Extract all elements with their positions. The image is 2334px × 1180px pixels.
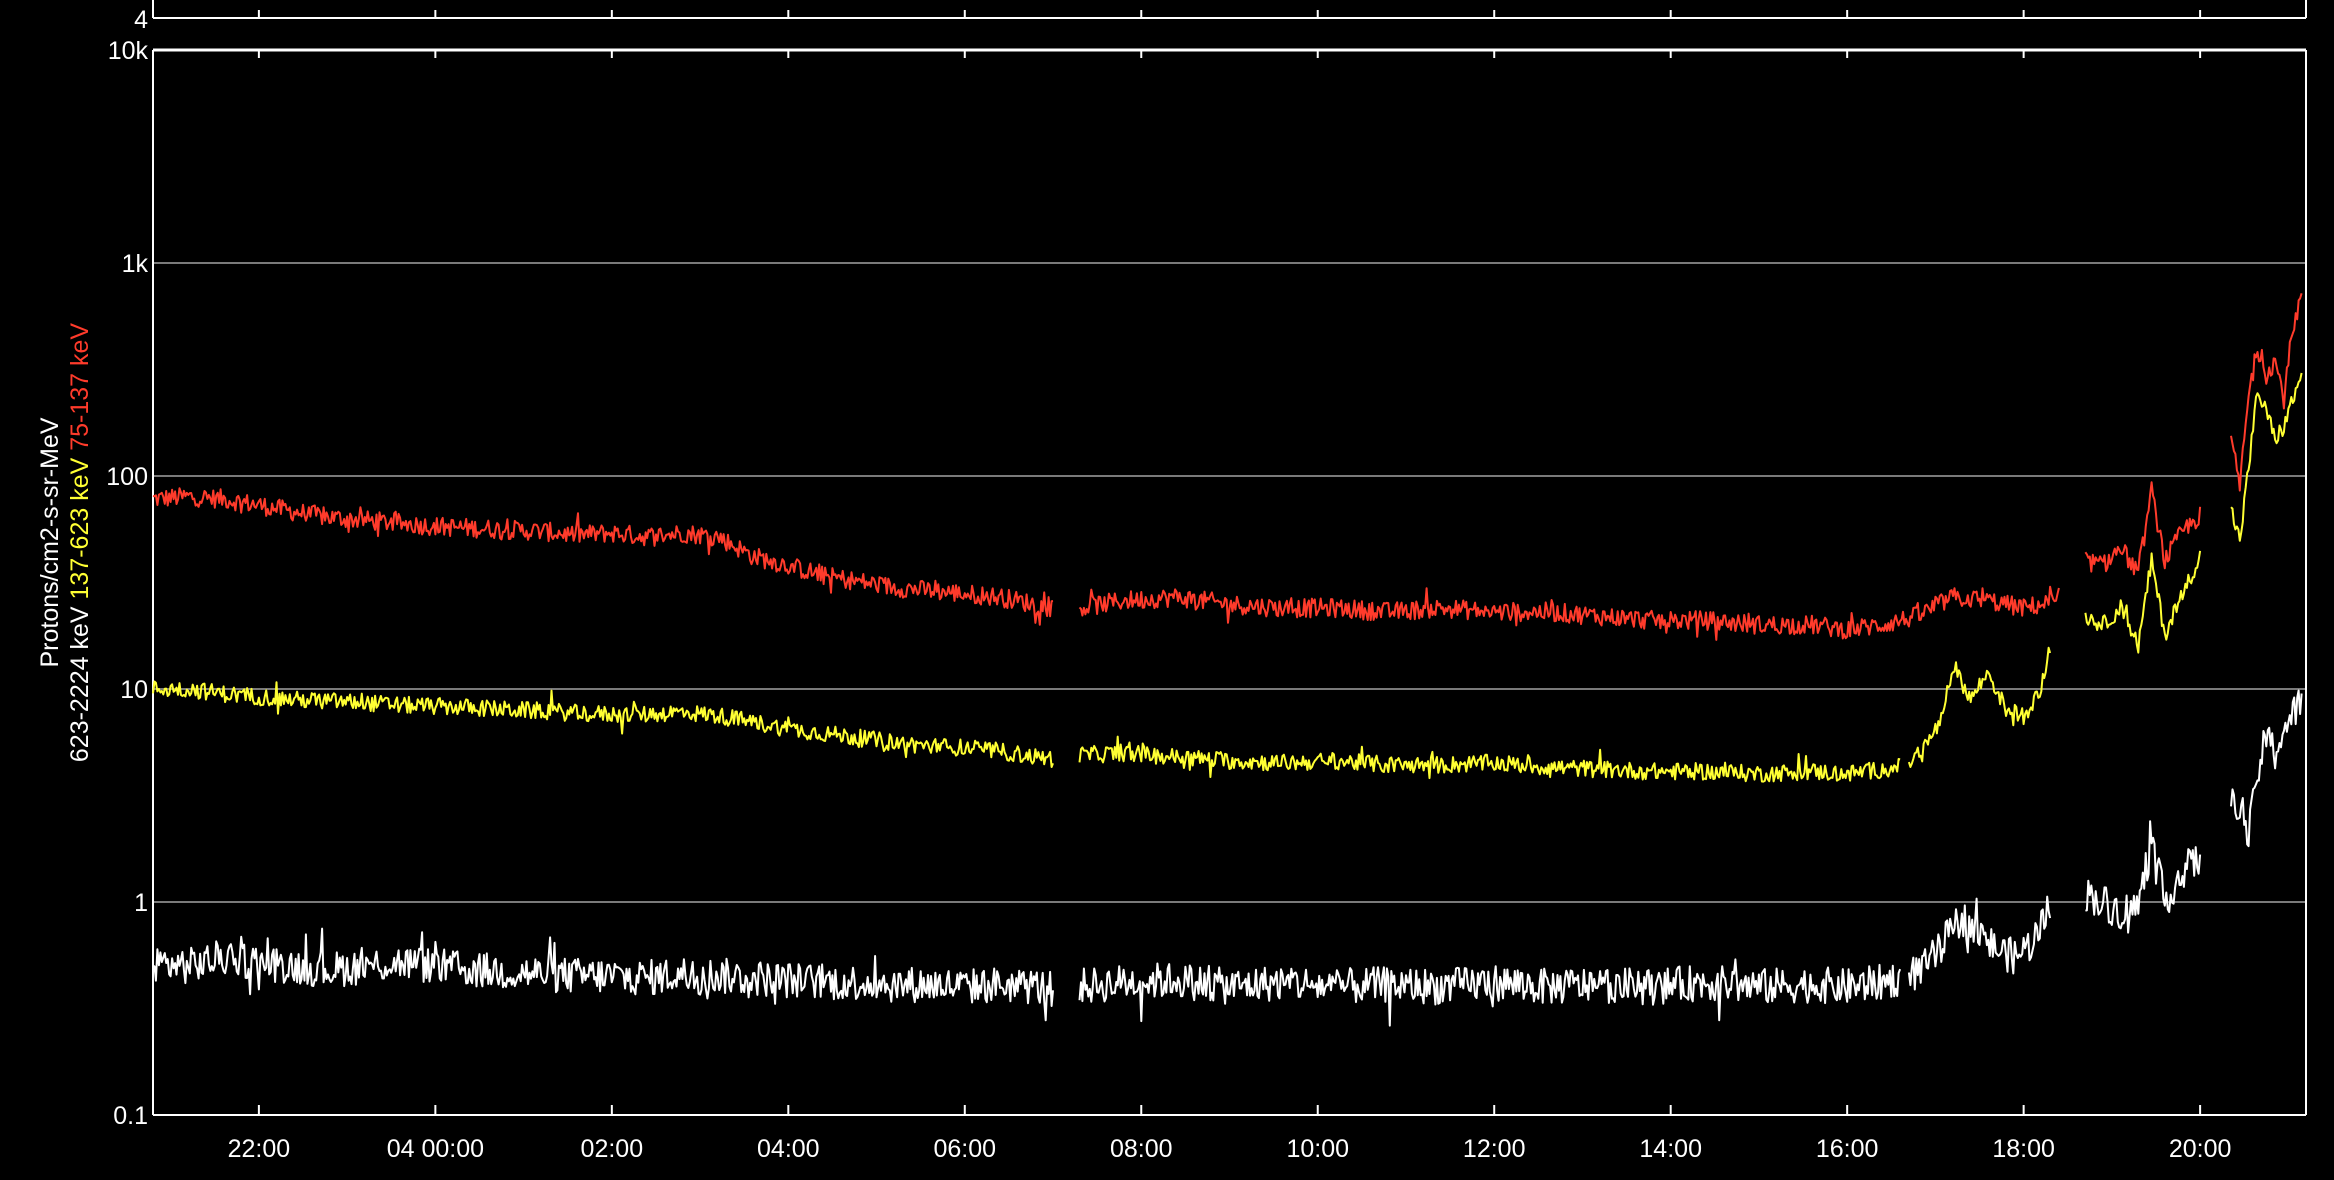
series-623-2224-kev bbox=[152, 689, 2303, 1027]
plot-frame bbox=[152, 48, 2307, 1116]
x-tick-label: 20:00 bbox=[2169, 1135, 2232, 1163]
y-tick-label: 0.1 bbox=[113, 1102, 148, 1130]
series-75-137-kev bbox=[152, 293, 2303, 641]
series-line-segment bbox=[2230, 689, 2303, 848]
ylabel-line-2: 623-2224 keV 137-623 keV 75-137 keV bbox=[66, 323, 94, 763]
y-tick-label: 100 bbox=[106, 463, 148, 491]
series-line-segment bbox=[2230, 293, 2303, 492]
series-line-segment bbox=[2230, 372, 2303, 542]
series-line-segment bbox=[152, 927, 1054, 1022]
x-tick-label: 10:00 bbox=[1286, 1135, 1349, 1163]
x-tick-label: 04:00 bbox=[757, 1135, 820, 1163]
x-tick-label: 14:00 bbox=[1639, 1135, 1702, 1163]
series-line-segment bbox=[1078, 585, 2060, 641]
series-line-segment bbox=[2085, 820, 2202, 934]
upper-panel: 4 bbox=[134, 0, 2307, 34]
y-tick-label: 10 bbox=[120, 676, 148, 704]
x-tick-label: 04 00:00 bbox=[387, 1135, 484, 1163]
series-line-segment bbox=[2084, 481, 2202, 576]
ylabel-part: 623-2224 keV bbox=[66, 606, 94, 762]
x-tick-label: 12:00 bbox=[1463, 1135, 1526, 1163]
series-line-segment bbox=[1078, 735, 1901, 783]
series-line-segment bbox=[2084, 550, 2202, 654]
x-tick-label: 18:00 bbox=[1992, 1135, 2055, 1163]
ylabel-line-1: Protons/cm2-s-sr-MeV bbox=[36, 417, 64, 667]
x-tick-label: 02:00 bbox=[581, 1135, 644, 1163]
series-line-segment bbox=[152, 487, 1054, 626]
y-tick-label: 1 bbox=[134, 889, 148, 917]
y-tick-label: 1k bbox=[122, 250, 149, 278]
upper-panel-tick-label: 4 bbox=[134, 6, 148, 34]
x-tick-label: 16:00 bbox=[1816, 1135, 1879, 1163]
x-axis: 22:00 04 00:00 02:00 04:00 06:00 08:00 10:00 12… bbox=[228, 50, 2232, 1163]
series-line-segment bbox=[1907, 895, 2052, 991]
ylabel-part: 137-623 keV bbox=[66, 457, 94, 606]
x-tick-label: 06:00 bbox=[934, 1135, 997, 1163]
series-layer bbox=[152, 293, 2303, 1027]
grid bbox=[153, 49, 2306, 1116]
ylabel-part: 75-137 keV bbox=[66, 323, 94, 458]
ylabel-part: Protons/cm2-s-sr-MeV bbox=[36, 417, 64, 667]
series-line-segment bbox=[1907, 646, 2052, 768]
series-line-segment bbox=[152, 680, 1054, 768]
series-line-segment bbox=[1078, 958, 1902, 1027]
x-tick-label: 22:00 bbox=[228, 1135, 291, 1163]
x-tick-label: 08:00 bbox=[1110, 1135, 1173, 1163]
y-tick-label: 10k bbox=[108, 37, 149, 65]
y-axis: 10k 1k 100 10 1 0.1 bbox=[106, 37, 148, 1130]
series-137-623-kev bbox=[152, 372, 2303, 783]
